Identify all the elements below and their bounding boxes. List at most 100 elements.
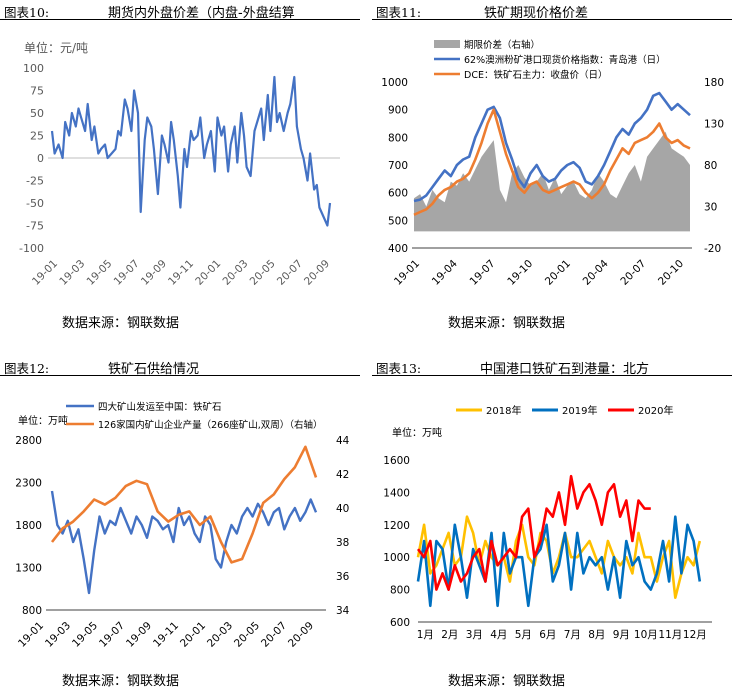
series-line <box>50 490 318 595</box>
y-tick-label-left: 2300 <box>15 478 42 490</box>
unit-label: 单位：万吨 <box>392 426 442 439</box>
x-tick-label: 20-03 <box>205 620 235 650</box>
x-tick-label: 5月 <box>515 629 532 641</box>
y-tick-label-left: 1800 <box>15 520 42 532</box>
legend-swatch <box>434 40 460 48</box>
y-tick-label-right: 180 <box>704 77 724 89</box>
header-rule <box>0 374 360 376</box>
legend-label: 2019年 <box>562 404 597 417</box>
x-tick-label: 19-01 <box>392 258 422 288</box>
x-tick-label: 3月 <box>466 629 483 641</box>
y-tick-label-left: 1300 <box>15 563 42 575</box>
chart-panel-10: 图表10: 期货内外盘价差（内盘-外盘结算 单位：元/吨 100 75 50 25 0 -2… <box>0 0 360 340</box>
legend-label: DCE：铁矿石主力：收盘价（日） <box>464 69 607 81</box>
unit-label: 单位：元/吨 <box>24 40 88 55</box>
source-note: 数据来源：钢联数据 <box>62 316 180 331</box>
x-tick-label: 1月 <box>417 629 434 641</box>
y-tick-label: 800 <box>390 585 410 597</box>
x-tick-label: 19-07 <box>112 258 142 288</box>
y-tick-label-right: 40 <box>336 503 349 515</box>
series-line <box>413 91 691 203</box>
x-tick-label: 11月 <box>658 629 682 641</box>
x-tick-label: 4月 <box>490 629 507 641</box>
chart-title: 期货内外盘价差（内盘-外盘结算 <box>108 6 295 21</box>
series-area <box>414 131 690 232</box>
x-tick-label: 19-10 <box>505 258 535 288</box>
y-tick-label: 0 <box>37 152 44 165</box>
y-tick-label-right: 34 <box>336 605 350 617</box>
x-tick-label: 19-11 <box>151 620 181 650</box>
chart-header: 图表11: 铁矿期现价格价差 <box>372 0 732 21</box>
y-tick-label: -50 <box>26 197 44 210</box>
x-tick-label: 20-05 <box>232 620 262 650</box>
x-tick-label: 20-09 <box>286 620 316 650</box>
series-line <box>416 474 651 591</box>
x-tick-label: 20-09 <box>302 258 332 288</box>
legend-label: 期限价差（右轴） <box>464 39 540 51</box>
x-tick-label: 10月 <box>634 629 658 641</box>
x-tick-label: 20-01 <box>543 258 573 288</box>
x-tick-label: 19-01 <box>30 258 60 288</box>
legend-label: 126家国内矿山企业产量（266座矿山,双周）（右轴） <box>98 419 323 431</box>
chart-title: 中国港口铁矿石到港量：北方 <box>480 362 650 377</box>
source-note: 数据来源：钢联数据 <box>448 674 566 689</box>
series-line <box>416 515 702 608</box>
y-tick-label-left: 2800 <box>15 435 42 447</box>
y-tick-label: 600 <box>390 617 410 629</box>
y-tick-label: 75 <box>30 85 44 98</box>
y-tick-label: 25 <box>30 130 44 143</box>
y-tick-label-right: 130 <box>704 119 724 131</box>
x-tick-label: 20-07 <box>259 620 289 650</box>
chart-header: 图表12: 铁矿石供给情况 <box>0 356 360 377</box>
y-tick-label: -75 <box>26 220 44 233</box>
legend-label: 62%澳洲粉矿港口现货价格指数：青岛港（日） <box>464 54 666 66</box>
source-note: 数据来源：钢联数据 <box>448 316 566 331</box>
y-tick-label: 1400 <box>383 487 410 499</box>
x-tick-label: 20-05 <box>248 258 278 288</box>
y-tick-label-left: 700 <box>388 160 408 172</box>
x-tick-label: 19-11 <box>166 258 196 288</box>
x-tick-label: 19-05 <box>84 258 114 288</box>
chart-header: 图表10: 期货内外盘价差（内盘-外盘结算 <box>0 0 360 21</box>
chart-number: 图表11: <box>376 5 422 20</box>
chart-svg: 单位：万吨 四大矿山发运至中国：铁矿石 126家国内矿山企业产量（266座矿山,双周… <box>15 401 350 650</box>
y-tick-label: 1000 <box>383 552 410 564</box>
x-tick-label: 19-01 <box>16 620 46 650</box>
chart-number: 图表10: <box>4 5 50 20</box>
header-rule <box>0 18 360 20</box>
x-tick-label: 6月 <box>539 629 556 641</box>
series-line <box>50 75 332 227</box>
x-tick-label: 2月 <box>441 629 458 641</box>
y-tick-label-left: 900 <box>388 105 408 117</box>
x-tick-label: 20-04 <box>581 257 611 287</box>
x-tick-label: 19-09 <box>139 258 169 288</box>
y-tick-label-left: 600 <box>388 188 408 200</box>
y-tick-label-right: 80 <box>704 160 717 172</box>
chart-panel-11: 图表11: 铁矿期现价格价差 期限价差（右轴） 62%澳洲粉矿港口现货价格指数：青… <box>372 0 732 340</box>
x-tick-label: 19-05 <box>70 620 100 650</box>
y-tick-label: -100 <box>19 242 44 255</box>
y-tick-label-right: 36 <box>336 571 350 583</box>
chart-title: 铁矿期现价格价差 <box>484 6 589 21</box>
y-tick-label: 100 <box>23 62 44 75</box>
chart-title: 铁矿石供给情况 <box>108 362 200 377</box>
legend-label: 2020年 <box>638 404 673 417</box>
series-line <box>413 108 691 216</box>
y-tick-label-left: 500 <box>388 215 408 227</box>
legend-label: 四大矿山发运至中国：铁矿石 <box>98 401 222 413</box>
y-tick-label: 1600 <box>383 455 410 467</box>
y-tick-label-left: 800 <box>388 132 408 144</box>
y-tick-label-right: 38 <box>336 537 349 549</box>
x-tick-label: 19-04 <box>430 257 460 287</box>
y-tick-label: 1200 <box>383 520 410 532</box>
chart-panel-12: 图表12: 铁矿石供给情况 单位：万吨 四大矿山发运至中国：铁矿石 126家国内矿山… <box>0 356 360 695</box>
x-tick-label: 9月 <box>613 629 630 641</box>
x-tick-label: 7月 <box>564 629 581 641</box>
x-tick-label: 20-03 <box>220 258 250 288</box>
y-tick-label-left: 1000 <box>381 77 408 89</box>
x-tick-label: 20-01 <box>193 258 223 288</box>
x-tick-label: 20-01 <box>178 620 208 650</box>
legend-label: 2018年 <box>486 404 521 417</box>
source-note: 数据来源：钢联数据 <box>62 674 180 689</box>
